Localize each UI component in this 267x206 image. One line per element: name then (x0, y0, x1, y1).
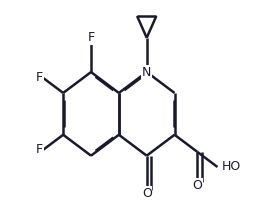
Text: O: O (142, 187, 152, 200)
Text: HO: HO (221, 160, 241, 173)
Text: F: F (36, 71, 43, 84)
Text: F: F (88, 31, 95, 44)
Text: F: F (36, 143, 43, 156)
Text: O: O (193, 179, 202, 192)
Text: N: N (142, 66, 151, 78)
